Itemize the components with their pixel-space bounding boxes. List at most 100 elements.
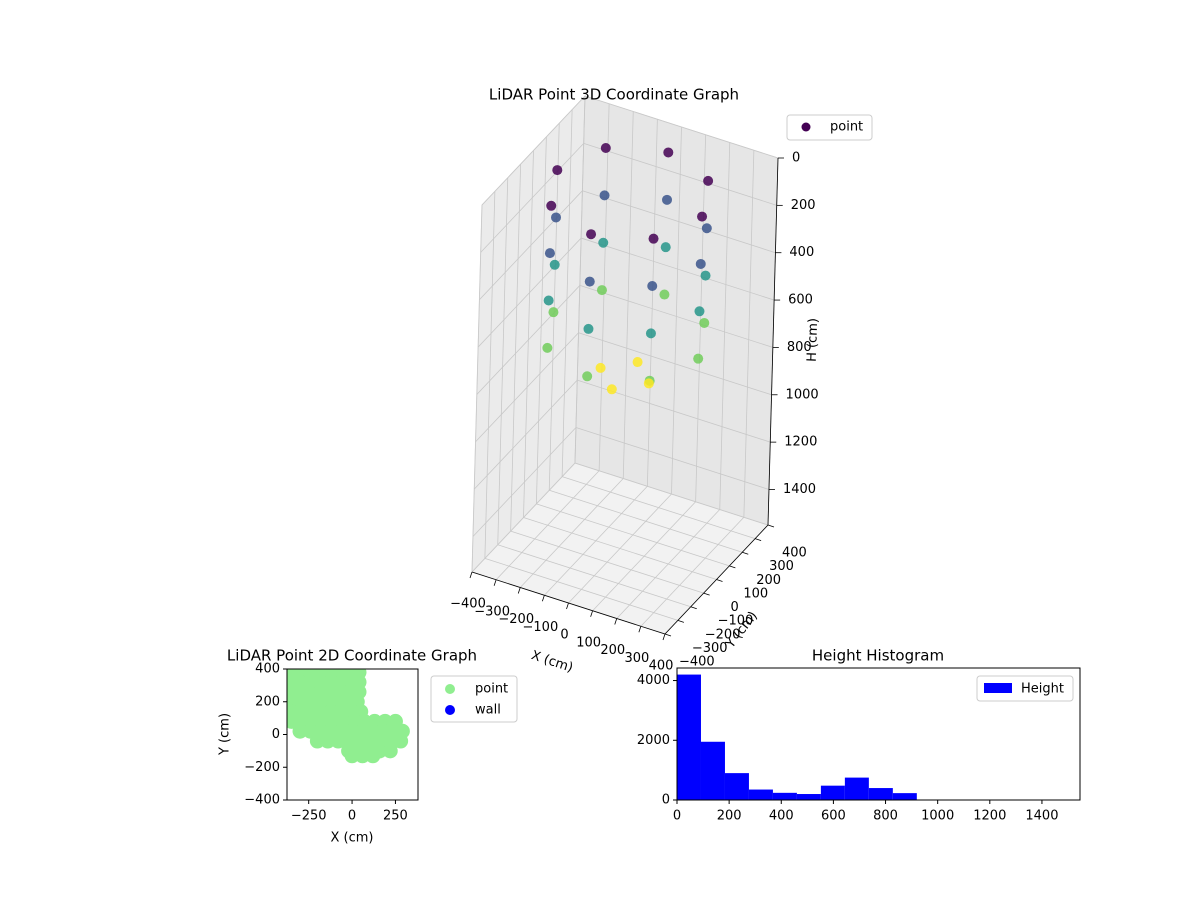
point-marker xyxy=(700,270,711,281)
grid-line xyxy=(561,109,573,477)
grid-line xyxy=(523,150,534,518)
histogram-bar xyxy=(772,792,797,800)
z-tick-label: 400 xyxy=(789,245,814,260)
z-axis-line xyxy=(767,157,779,526)
legend-label: Height xyxy=(1021,682,1064,697)
y-tick-label: 4000 xyxy=(637,673,670,688)
grid-line xyxy=(743,150,755,518)
point-marker xyxy=(599,190,610,201)
tick-mark xyxy=(767,524,775,528)
y-tick-label: 300 xyxy=(769,559,794,574)
point-marker xyxy=(586,229,597,240)
z-tick-label: 1400 xyxy=(783,482,816,497)
x-tick-label: 1200 xyxy=(973,809,1006,824)
grid-line xyxy=(523,517,717,580)
point-marker xyxy=(695,258,706,269)
y-tick-label: 100 xyxy=(743,586,768,601)
y-tick-label: 400 xyxy=(255,662,280,677)
point-marker xyxy=(595,362,606,373)
point-marker xyxy=(320,733,336,749)
point-marker xyxy=(552,165,563,176)
x-axis-label: X (cm) xyxy=(331,831,374,846)
point-marker xyxy=(548,307,559,318)
z-tick-label: 1200 xyxy=(784,435,817,450)
x-tick-label: 0 xyxy=(348,809,356,824)
histogram-bar xyxy=(700,741,725,800)
grid-line xyxy=(578,332,772,396)
z-tick-label: 600 xyxy=(788,293,813,308)
grid-line xyxy=(497,177,509,545)
x-axis-line xyxy=(471,571,666,635)
point-marker xyxy=(330,733,346,749)
point-marker xyxy=(701,223,712,234)
point-marker xyxy=(648,233,659,244)
y-axis-label: Y (cm) xyxy=(218,713,233,756)
point-marker xyxy=(598,237,609,248)
y-tick-label: −200 xyxy=(244,760,280,775)
point-marker xyxy=(344,748,360,764)
grid-line xyxy=(622,111,634,479)
histogram-bar xyxy=(748,789,773,800)
grid-line xyxy=(719,142,731,510)
legend-box xyxy=(976,675,1074,702)
legend-label: wall xyxy=(475,703,501,718)
x-tick-label: 0 xyxy=(673,809,681,824)
point-marker xyxy=(663,147,674,158)
grid-line xyxy=(484,191,496,559)
x-tick-label: 250 xyxy=(383,809,408,824)
y-tick-label: 400 xyxy=(782,546,807,561)
legend-patch xyxy=(984,683,1012,693)
point-marker xyxy=(596,285,607,296)
point-marker xyxy=(543,295,554,306)
histogram-bar xyxy=(796,794,821,800)
tick-mark xyxy=(703,592,710,596)
legend-label: point xyxy=(475,682,508,697)
x-tick-label: 100 xyxy=(576,635,601,650)
grid-line xyxy=(471,204,483,573)
legend-label: point xyxy=(830,120,863,135)
point-marker xyxy=(544,248,555,259)
y-tick-label: −300 xyxy=(692,641,728,656)
x-tick-label: −300 xyxy=(474,604,510,619)
grid-line xyxy=(479,190,583,300)
grid-line xyxy=(484,557,678,621)
tick-mark xyxy=(716,579,723,582)
grid-line xyxy=(536,503,730,567)
point-marker xyxy=(645,328,656,339)
grid-line xyxy=(562,476,756,540)
histogram-bar xyxy=(724,773,749,800)
histogram-bar xyxy=(892,793,917,800)
y-tick-label: −100 xyxy=(718,614,754,629)
grid-line xyxy=(481,95,586,206)
grid-line xyxy=(472,427,577,537)
x-tick-label: 0 xyxy=(560,628,568,643)
x-tick-label: 600 xyxy=(821,809,846,824)
point-marker xyxy=(694,306,705,317)
legend-box xyxy=(786,114,873,141)
grid-line xyxy=(582,190,776,254)
point-marker xyxy=(354,748,370,764)
legend-marker xyxy=(801,122,811,132)
x-tick-label: 400 xyxy=(769,809,794,824)
histogram-bar xyxy=(844,777,869,800)
tick-mark xyxy=(662,633,666,641)
grid-line xyxy=(510,530,704,594)
y-tick-label: 200 xyxy=(255,694,280,709)
x-tick-label: −400 xyxy=(450,597,486,612)
z-axis-label: H (cm) xyxy=(805,318,822,362)
grid-line xyxy=(671,126,682,495)
x-tick-label: 200 xyxy=(600,643,625,658)
point-marker xyxy=(551,212,562,223)
tick-mark xyxy=(469,571,473,579)
y-tick-label: −400 xyxy=(244,793,280,808)
grid-line xyxy=(646,119,658,487)
grid-line xyxy=(574,462,769,526)
point-marker xyxy=(292,723,308,739)
point-marker xyxy=(584,276,595,287)
point-marker xyxy=(659,289,670,300)
grid-line xyxy=(497,544,691,608)
point-marker xyxy=(606,384,617,395)
y-tick-label: −200 xyxy=(705,627,741,642)
point-marker xyxy=(697,211,708,222)
tick-mark xyxy=(754,538,762,542)
